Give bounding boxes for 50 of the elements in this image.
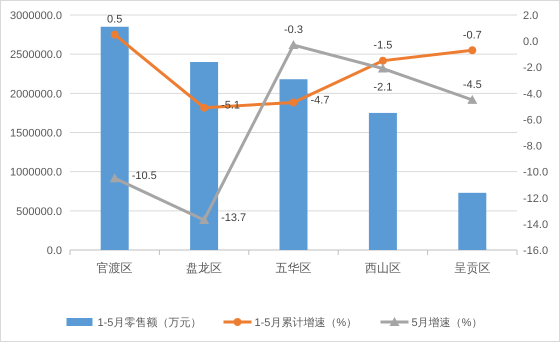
point [290, 98, 298, 106]
data-label: -5.1 [221, 100, 240, 112]
legend-label: 5月增速（%） [412, 316, 482, 329]
x-tick-label: 呈贡区 [454, 261, 490, 275]
legend-label: 1-5月零售额（万元） [98, 316, 202, 329]
point [288, 40, 298, 50]
y2-tick-label: -8.0 [523, 140, 542, 153]
point [467, 94, 478, 104]
point [199, 214, 210, 224]
y2-tick-label: -14.0 [523, 218, 548, 231]
x-tick-label: 五华区 [276, 261, 312, 275]
legend-label: 1-5月累计增速（%） [254, 316, 358, 329]
point [378, 56, 387, 65]
bar [100, 26, 129, 250]
point [378, 64, 388, 73]
data-label: 0.5 [107, 14, 122, 26]
data-label: -0.3 [284, 24, 303, 36]
y2-tick-label: -12.0 [523, 192, 548, 205]
data-label: -1.5 [373, 40, 392, 52]
y-tick-label: 500000.0 [16, 206, 62, 218]
y-tick-label: 1500000.0 [10, 128, 62, 140]
x-tick-label: 盘龙区 [186, 261, 222, 275]
y2-tick-label: -10.0 [523, 166, 548, 179]
data-label: -2.1 [373, 82, 392, 94]
data-label: -4.7 [310, 94, 330, 106]
point [110, 30, 119, 39]
y2-tick-label: -2.0 [523, 62, 542, 74]
y-tick-label: 3000000.0 [10, 10, 62, 22]
y-tick-label: 0.0 [46, 245, 62, 257]
y2-tick-label: -4.0 [523, 88, 542, 100]
y2-tick-label: -6.0 [523, 114, 542, 126]
bar [280, 79, 308, 250]
bar [458, 192, 486, 250]
x-tick-label: 官渡区 [96, 261, 133, 275]
y-tick-label: 1000000.0 [10, 166, 62, 179]
data-label: -13.7 [221, 212, 246, 224]
y2-tick-label: 0.0 [523, 36, 538, 48]
point [468, 46, 476, 54]
x-tick-label: 西山区 [364, 261, 401, 275]
point [200, 104, 208, 112]
point [110, 173, 120, 182]
bar [368, 112, 397, 250]
data-label: -10.5 [132, 170, 157, 182]
y2-tick-label: -16.0 [523, 245, 548, 257]
bar [190, 62, 218, 250]
y2-tick-label: 2.0 [523, 10, 538, 22]
data-label: -4.5 [462, 78, 482, 91]
data-label: -0.7 [462, 29, 482, 42]
y-tick-label: 2500000.0 [10, 49, 62, 62]
y-tick-label: 2000000.0 [10, 88, 62, 100]
